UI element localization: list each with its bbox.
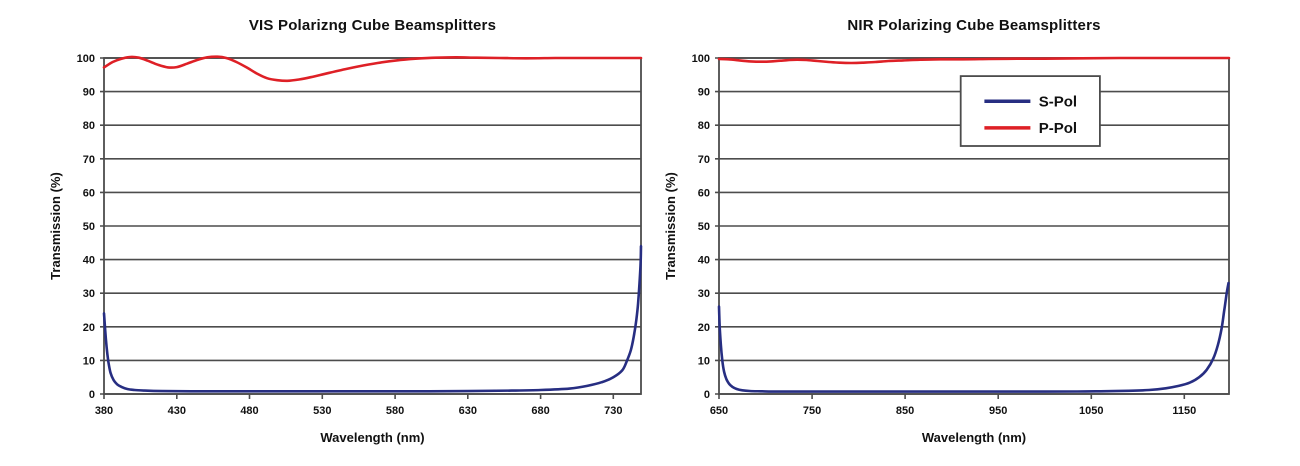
vis-plot: 0 10 20 30 40 50 60 70 80 90 100 380 430 480 530 580 630… xyxy=(48,53,643,445)
svg-text:730: 730 xyxy=(604,405,622,417)
x-axis-title: Wavelength (nm) xyxy=(922,430,1026,445)
svg-text:70: 70 xyxy=(83,154,95,166)
svg-text:30: 30 xyxy=(698,288,710,300)
svg-text:950: 950 xyxy=(989,405,1007,417)
svg-text:580: 580 xyxy=(386,405,404,417)
svg-text:50: 50 xyxy=(83,221,95,233)
svg-text:10: 10 xyxy=(83,355,95,367)
svg-text:30: 30 xyxy=(83,288,95,300)
vis-chart-title: VIS Polarizng Cube Beamsplitters xyxy=(248,17,497,34)
svg-text:40: 40 xyxy=(83,255,95,267)
svg-text:680: 680 xyxy=(531,405,549,417)
x-axis-title: Wavelength (nm) xyxy=(320,430,424,445)
svg-text:430: 430 xyxy=(168,405,186,417)
svg-text:0: 0 xyxy=(704,389,710,401)
series-p-pol-curve xyxy=(717,56,1231,65)
svg-text:1050: 1050 xyxy=(1079,405,1103,417)
svg-text:10: 10 xyxy=(698,355,710,367)
series-s-pol-curve xyxy=(717,281,1230,393)
svg-text:0: 0 xyxy=(89,389,95,401)
svg-text:750: 750 xyxy=(803,405,821,417)
svg-text:20: 20 xyxy=(83,322,95,334)
legend-box xyxy=(959,75,1101,147)
x-tick-labels: 380 430 480 530 580 630 680 730 xyxy=(95,405,623,417)
svg-text:100: 100 xyxy=(77,53,95,65)
series-p-pol-curve xyxy=(102,55,643,83)
vis-chart-panel: VIS Polarizng Cube Beamsplitters 0 10 20 30… xyxy=(44,10,649,452)
y-axis-title: Transmission (%) xyxy=(663,172,678,280)
svg-text:20: 20 xyxy=(698,322,710,334)
nir-plot: 0 10 20 30 40 50 60 70 80 90 100 650 750 850 950 1050 11… xyxy=(663,53,1231,445)
nir-chart-panel: NIR Polarizing Cube Beamsplitters 0 10 20 3… xyxy=(659,10,1284,452)
svg-text:630: 630 xyxy=(459,405,477,417)
svg-text:60: 60 xyxy=(83,187,95,199)
svg-text:650: 650 xyxy=(710,405,728,417)
plot-frame xyxy=(103,57,642,395)
svg-text:850: 850 xyxy=(896,405,914,417)
series-s-pol-curve xyxy=(102,244,643,393)
nir-chart-title: NIR Polarizing Cube Beamsplitters xyxy=(847,17,1101,34)
legend-label-p-pol: P-Pol xyxy=(1039,120,1077,137)
figure: VIS Polarizng Cube Beamsplitters 0 10 20 30… xyxy=(44,10,1284,452)
y-axis-title: Transmission (%) xyxy=(48,172,63,280)
legend: S-Pol P-Pol xyxy=(959,75,1101,147)
svg-text:1150: 1150 xyxy=(1172,405,1196,417)
svg-text:80: 80 xyxy=(698,120,710,132)
svg-text:70: 70 xyxy=(698,154,710,166)
x-tick-labels: 650 750 850 950 1050 1150 xyxy=(710,405,1196,417)
y-tick-labels: 0 10 20 30 40 50 60 70 80 90 100 xyxy=(692,53,710,401)
svg-text:90: 90 xyxy=(83,87,95,99)
svg-text:90: 90 xyxy=(698,87,710,99)
svg-text:40: 40 xyxy=(698,255,710,267)
svg-text:50: 50 xyxy=(698,221,710,233)
svg-text:380: 380 xyxy=(95,405,113,417)
gridlines xyxy=(100,57,641,395)
svg-text:80: 80 xyxy=(83,120,95,132)
y-tick-labels: 0 10 20 30 40 50 60 70 80 90 100 xyxy=(77,53,95,401)
svg-text:530: 530 xyxy=(313,405,331,417)
svg-text:480: 480 xyxy=(240,405,258,417)
svg-text:100: 100 xyxy=(692,53,710,65)
legend-label-s-pol: S-Pol xyxy=(1039,93,1077,110)
svg-text:60: 60 xyxy=(698,187,710,199)
